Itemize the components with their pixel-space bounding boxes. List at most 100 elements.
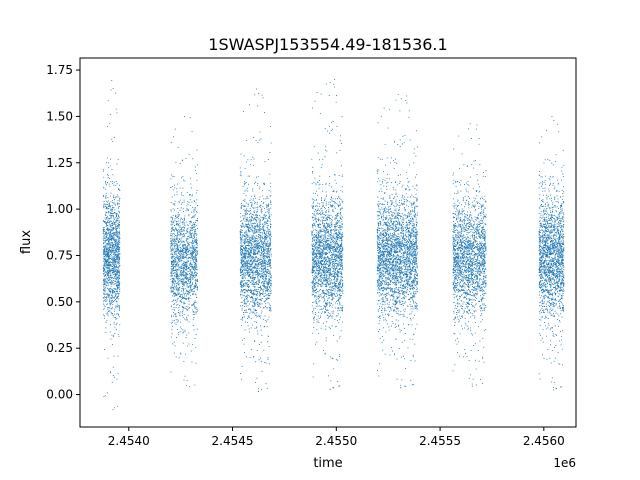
data-point xyxy=(254,254,256,255)
data-point xyxy=(171,230,173,232)
data-point xyxy=(266,281,267,283)
data-point xyxy=(193,212,195,214)
data-point xyxy=(118,267,120,269)
data-point xyxy=(191,253,192,255)
data-point xyxy=(265,198,267,200)
data-point xyxy=(117,286,119,288)
data-point xyxy=(107,265,109,266)
data-point xyxy=(180,217,182,219)
data-point xyxy=(262,266,264,268)
data-point xyxy=(259,229,261,231)
data-point xyxy=(115,255,117,257)
data-point xyxy=(262,219,263,221)
data-point xyxy=(240,248,242,250)
data-point xyxy=(196,211,197,213)
data-point xyxy=(248,257,250,259)
data-point xyxy=(270,186,272,188)
data-point xyxy=(263,281,265,283)
data-point xyxy=(117,236,119,238)
data-point xyxy=(196,252,198,254)
data-point xyxy=(333,387,335,389)
data-point xyxy=(116,247,118,248)
data-point xyxy=(242,252,243,254)
data-point xyxy=(112,290,113,292)
data-point xyxy=(197,253,199,255)
data-point xyxy=(118,216,120,218)
data-point xyxy=(186,205,188,207)
data-point xyxy=(189,274,191,276)
data-point xyxy=(196,266,198,268)
data-point xyxy=(103,269,105,271)
data-point xyxy=(118,274,120,276)
data-point xyxy=(107,278,109,280)
data-point xyxy=(174,262,176,263)
data-point xyxy=(268,255,270,257)
data-point xyxy=(268,259,270,261)
data-point xyxy=(263,326,265,328)
data-point xyxy=(270,126,271,127)
data-point xyxy=(176,273,177,275)
data-point xyxy=(264,362,266,363)
data-point xyxy=(171,278,173,279)
data-point xyxy=(109,300,111,302)
data-point xyxy=(241,207,242,209)
data-point xyxy=(268,307,270,308)
data-point xyxy=(114,222,115,223)
data-point xyxy=(248,227,250,229)
data-point xyxy=(175,235,176,236)
data-point xyxy=(267,281,269,283)
data-point xyxy=(191,233,192,235)
data-point xyxy=(259,295,261,297)
data-point xyxy=(115,240,116,242)
data-point xyxy=(176,289,178,291)
data-point xyxy=(194,271,196,273)
data-point xyxy=(104,258,106,260)
data-point xyxy=(248,315,250,317)
data-point xyxy=(180,232,182,234)
data-point xyxy=(170,278,172,280)
data-point xyxy=(103,283,105,285)
data-point xyxy=(263,242,265,243)
data-point xyxy=(241,266,243,268)
data-point xyxy=(254,225,255,227)
data-point xyxy=(104,288,106,290)
data-point xyxy=(113,297,115,299)
data-point xyxy=(190,264,192,265)
data-point xyxy=(119,253,121,255)
data-point xyxy=(256,321,257,323)
data-point xyxy=(245,245,247,246)
data-point xyxy=(185,233,187,234)
data-point xyxy=(192,276,194,278)
data-point xyxy=(103,201,105,202)
data-point xyxy=(113,233,115,235)
data-point xyxy=(174,246,175,248)
data-point xyxy=(182,279,184,281)
data-point xyxy=(108,211,110,212)
data-point xyxy=(174,300,176,302)
data-point xyxy=(173,136,174,138)
data-point xyxy=(183,211,184,212)
data-point xyxy=(242,270,244,272)
data-point xyxy=(106,254,108,256)
data-point xyxy=(115,288,117,290)
data-point xyxy=(253,227,255,228)
data-point xyxy=(264,264,265,266)
data-point xyxy=(244,265,246,266)
data-point xyxy=(248,283,250,285)
data-point xyxy=(109,304,111,306)
data-point xyxy=(264,239,266,241)
data-point xyxy=(266,218,268,220)
data-point xyxy=(192,246,194,248)
data-point xyxy=(108,262,110,264)
data-point xyxy=(177,147,179,148)
data-point xyxy=(105,195,107,196)
data-point xyxy=(320,306,322,307)
data-point xyxy=(115,230,117,232)
data-point xyxy=(176,256,178,258)
data-point xyxy=(184,180,186,182)
data-point xyxy=(109,250,111,252)
data-point xyxy=(171,262,172,264)
data-point xyxy=(246,291,248,293)
data-point xyxy=(195,263,197,265)
data-point xyxy=(253,312,255,314)
